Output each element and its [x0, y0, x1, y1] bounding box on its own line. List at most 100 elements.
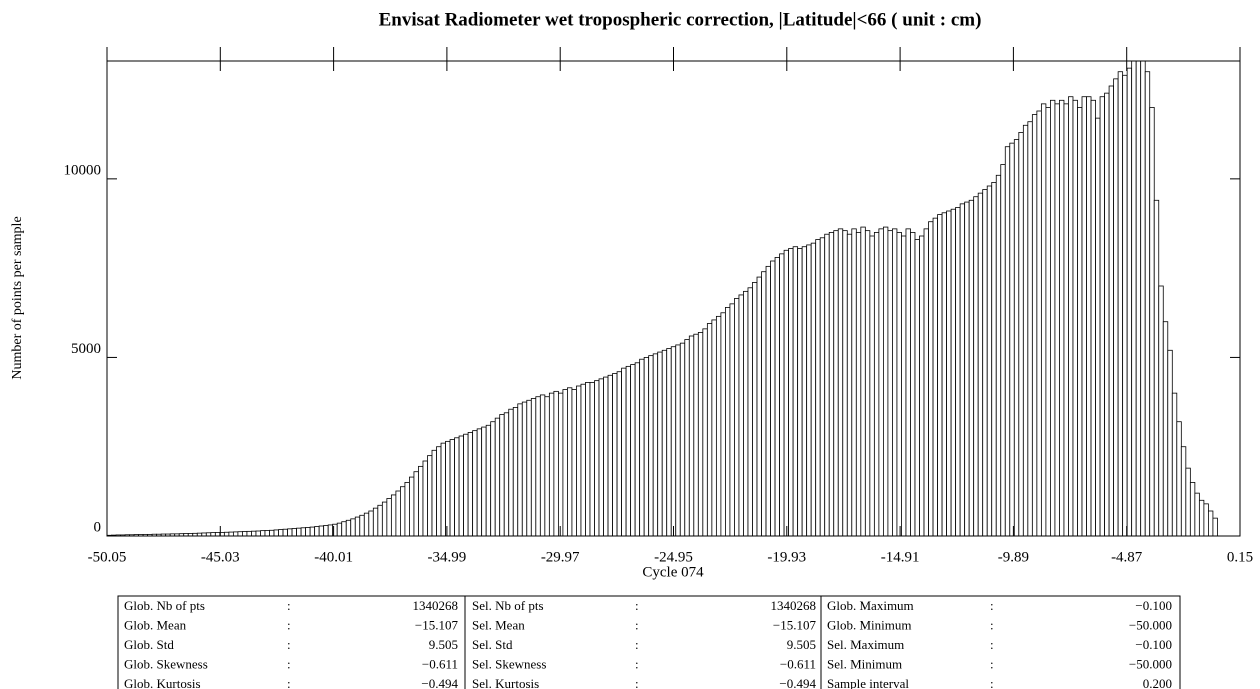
bar [995, 174, 1002, 537]
bar [553, 390, 559, 537]
table-cell: : [287, 598, 291, 613]
bar [359, 514, 365, 537]
bar [585, 382, 591, 537]
bar [427, 455, 433, 537]
x-tick-label: 0.15 [1227, 549, 1253, 565]
bar [842, 230, 848, 537]
bar [761, 271, 767, 537]
bar [634, 362, 641, 537]
bar [1126, 67, 1133, 537]
bar [1108, 85, 1115, 537]
bar [923, 228, 929, 537]
bar [223, 531, 230, 537]
table-cell: : [287, 676, 291, 689]
bar [404, 482, 410, 537]
bar [873, 232, 880, 537]
table-cell: : [635, 637, 639, 652]
bar [255, 530, 261, 537]
bar [1022, 124, 1029, 537]
bar [300, 527, 307, 537]
bar [390, 494, 397, 537]
bar [982, 189, 988, 537]
bar [855, 232, 862, 537]
y-axis-label: Number of points per sample [10, 216, 25, 379]
bar [1081, 96, 1087, 537]
bar [1144, 71, 1151, 537]
bar [1036, 110, 1042, 537]
bar [386, 498, 392, 537]
bar [1122, 74, 1128, 537]
table-cell: −0.100 [1135, 598, 1172, 613]
x-tick-label: -9.89 [998, 549, 1029, 565]
bar [612, 373, 618, 537]
table-cell: : [635, 617, 639, 632]
x-tick-label: -4.87 [1111, 549, 1143, 565]
bar [734, 298, 740, 537]
bar [788, 248, 794, 537]
table-cell: : [990, 656, 994, 671]
bar [1135, 60, 1142, 537]
bar [932, 217, 938, 537]
bar [625, 365, 632, 537]
bar [521, 401, 528, 537]
bar [368, 510, 374, 537]
bar [296, 527, 302, 537]
bar [242, 531, 248, 537]
table-cell: Glob. Kurtosis [124, 676, 201, 689]
bar [1099, 96, 1105, 537]
bar [445, 440, 451, 537]
bar [670, 346, 677, 537]
bar [1027, 121, 1033, 537]
bar [648, 355, 654, 537]
x-tick-label: -40.01 [314, 549, 353, 565]
bar [743, 290, 749, 537]
bar [937, 214, 943, 537]
bar [413, 471, 419, 537]
chart-title: Envisat Radiometer wet tropospheric corr… [379, 9, 982, 30]
bar [765, 265, 771, 537]
bar [643, 357, 650, 537]
bar [476, 428, 483, 537]
bar [251, 530, 257, 537]
bar [1072, 99, 1078, 537]
x-axis-label: Cycle 074 [642, 564, 704, 580]
bar [508, 408, 514, 537]
bar [539, 394, 546, 537]
bar [530, 398, 537, 537]
bar [490, 421, 496, 537]
bar [892, 228, 898, 537]
bar [512, 407, 519, 537]
bar [977, 192, 984, 537]
table-cell: −0.611 [422, 656, 458, 671]
bar [1009, 142, 1015, 537]
bar [675, 344, 681, 537]
y-tick-label: 5000 [71, 341, 101, 357]
bar [458, 435, 465, 537]
bar [436, 446, 442, 537]
bar [336, 522, 343, 537]
bar [1194, 492, 1200, 537]
table-cell: Glob. Maximum [827, 598, 914, 613]
bar [309, 526, 316, 537]
bar [919, 235, 925, 537]
bar [828, 232, 835, 537]
bar [526, 399, 532, 537]
bar [544, 396, 550, 537]
bar [1018, 132, 1024, 537]
bar [1208, 510, 1214, 537]
table-cell: Sel. Kurtosis [472, 676, 539, 689]
bar [779, 253, 785, 537]
bar [431, 449, 437, 537]
bar [860, 226, 866, 537]
bar [869, 235, 875, 537]
bar [472, 430, 478, 537]
stats-table: Glob. Nb of pts: 1340268 Sel. Nb of pts: 13… [124, 598, 1172, 689]
bar [264, 530, 270, 537]
bar [603, 376, 609, 537]
bar [377, 504, 383, 537]
x-tick-label: -24.95 [654, 549, 693, 565]
bar [499, 414, 505, 537]
y-tick-label: 0 [94, 519, 102, 535]
bar [372, 507, 379, 537]
